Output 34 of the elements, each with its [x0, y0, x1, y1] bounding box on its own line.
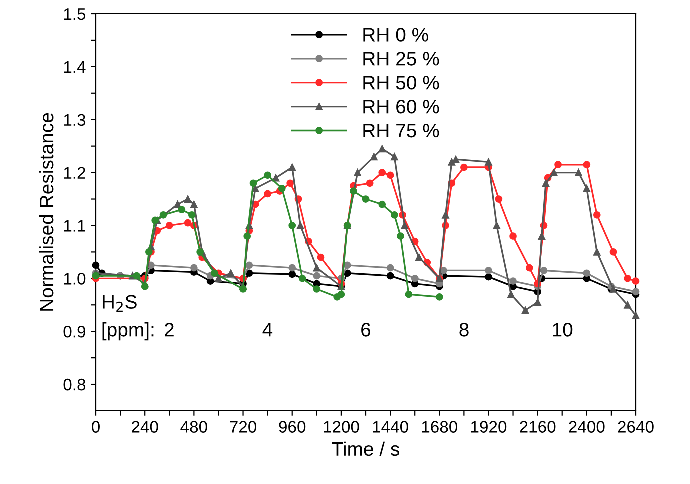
- y-tick-label: 1.1: [64, 220, 86, 232]
- y-tick-label: 0.9: [64, 326, 86, 338]
- x-tick-label: 1200: [324, 421, 360, 433]
- legend-label: RH 75 %: [364, 124, 440, 138]
- annotation: 4: [262, 323, 273, 337]
- y-tick-label: 1.0: [64, 273, 86, 285]
- y-tick-label: 1.5: [64, 8, 86, 20]
- x-axis-title: Time / s: [332, 442, 400, 456]
- legend-label: RH 60 %: [364, 100, 440, 114]
- y-axis-title: Normalised Resistance: [39, 113, 54, 311]
- y-tick-label: 1.4: [64, 62, 86, 73]
- annotation: [ppm]:: [102, 322, 154, 341]
- x-tick-label: 2640: [618, 421, 654, 433]
- x-tick-label: 2160: [520, 421, 556, 433]
- annotation: H$_{2}$S: [102, 295, 137, 312]
- legend-label: RH 50 %: [364, 76, 440, 90]
- legend-label: RH 0 %: [364, 28, 428, 42]
- x-tick-label: 1680: [422, 421, 458, 433]
- x-tick-label: 0: [92, 421, 100, 433]
- annotation: 10: [553, 323, 573, 337]
- y-tick-label: 0.8: [64, 378, 86, 391]
- x-tick-label: 1440: [373, 421, 408, 433]
- y-tick-label: 1.2: [64, 167, 86, 179]
- annotation: 2: [165, 323, 174, 337]
- x-tick-label: 240: [132, 421, 158, 433]
- y-tick-label: 1.3: [64, 114, 86, 126]
- x-tick-label: 720: [230, 421, 257, 433]
- annotation: 8: [460, 323, 469, 337]
- x-tick-label: 960: [279, 421, 306, 433]
- x-tick-label: 2400: [569, 421, 605, 433]
- x-tick-label: 1920: [471, 421, 507, 433]
- x-tick-label: 480: [180, 421, 208, 433]
- legend-label: RH 25 %: [364, 52, 440, 66]
- annotation: 6: [362, 323, 371, 337]
